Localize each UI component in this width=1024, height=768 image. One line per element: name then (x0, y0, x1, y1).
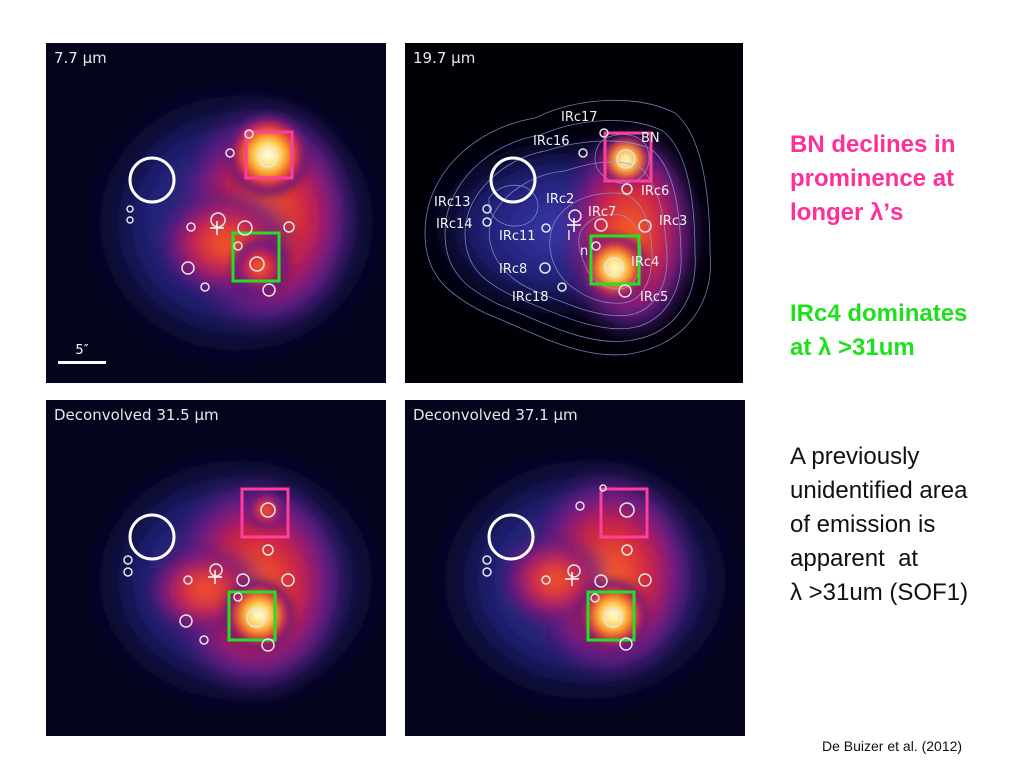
note-bn-line-2: prominence at (790, 165, 955, 192)
image-panel-19-7um: 19.7 μm IRc17 BN IRc16 IRc6 IRc2 IRc7 IR… (405, 43, 743, 383)
sof1-circle (487, 513, 535, 561)
scale-bar: 5″ (58, 343, 106, 364)
contours (424, 99, 711, 356)
label-irc17: IRc17 (561, 110, 598, 125)
label-i: I (567, 229, 571, 244)
source-markers (126, 129, 295, 297)
irc4-box (589, 234, 641, 286)
emission-map-19-7um (415, 99, 715, 356)
sof1-circle (128, 156, 176, 204)
note-sof1-line-2: unidentified area (790, 477, 968, 504)
note-irc4-line-2: at λ >31um (790, 334, 915, 361)
note-irc4-line-1: IRc4 dominates (790, 300, 968, 327)
label-bn: BN (641, 131, 660, 146)
label-irc6: IRc6 (641, 184, 670, 199)
label-irc7: IRc7 (588, 205, 617, 220)
note-sof1-line-3: of emission is (790, 511, 936, 538)
citation: De Buizer et al. (2012) (822, 738, 963, 754)
image-panel-37-1um: Deconvolved 37.1 μm (405, 400, 745, 736)
label-irc2: IRc2 (546, 192, 575, 207)
source-markers (482, 484, 652, 651)
sof1-circle (489, 156, 537, 204)
image-panel-31-5um: Deconvolved 31.5 μm (46, 400, 386, 736)
source-markers (482, 128, 652, 298)
sof1-circle (128, 513, 176, 561)
emission-map-37-1um (420, 440, 745, 720)
bn-box (603, 131, 653, 183)
scale-bar-line (58, 361, 106, 364)
scale-bar-label: 5″ (75, 343, 89, 358)
label-irc13: IRc13 (434, 195, 471, 210)
label-irc18: IRc18 (512, 290, 549, 305)
emission-map-31-5um (76, 440, 386, 720)
emission-map-7-7um (76, 73, 386, 373)
panel-label-37-1um: Deconvolved 37.1 μm (413, 406, 578, 424)
note-irc4-dominates: IRc4 dominates at λ >31um (790, 297, 967, 365)
panel-label-19-7um: 19.7 μm (413, 49, 476, 67)
note-bn-declines: BN declines in prominence at longer λ’s (790, 128, 955, 230)
label-irc5: IRc5 (640, 290, 669, 305)
note-sof1-line-1: A previously (790, 443, 920, 470)
bn-box (599, 487, 649, 539)
label-irc4: IRc4 (631, 255, 660, 270)
label-irc14: IRc14 (436, 217, 473, 232)
label-irc11: IRc11 (499, 229, 536, 244)
irc4-box (227, 590, 277, 642)
note-sof1: A previously unidentified area of emissi… (790, 440, 968, 610)
panel-label-7-7um: 7.7 μm (54, 49, 107, 67)
label-irc8: IRc8 (499, 262, 528, 277)
note-bn-line-3: longer λ’s (790, 199, 904, 226)
bn-box (240, 487, 290, 539)
note-sof1-line-4: apparent at (790, 545, 919, 572)
source-markers (123, 502, 295, 652)
irc4-box (586, 590, 636, 642)
bn-box (244, 130, 294, 180)
source-labels: IRc17 BN IRc16 IRc6 IRc2 IRc7 IRc3 IRc13… (405, 43, 743, 383)
image-panel-7-7um: 7.7 μm 5″ (46, 43, 386, 383)
panel-label-31-5um: Deconvolved 31.5 μm (54, 406, 219, 424)
note-bn-line-1: BN declines in (790, 131, 956, 158)
note-sof1-line-5: λ >31um (SOF1) (790, 579, 969, 606)
label-irc3: IRc3 (659, 214, 688, 229)
label-n: n (580, 244, 589, 259)
irc4-box (231, 231, 281, 283)
label-irc16: IRc16 (533, 134, 570, 149)
